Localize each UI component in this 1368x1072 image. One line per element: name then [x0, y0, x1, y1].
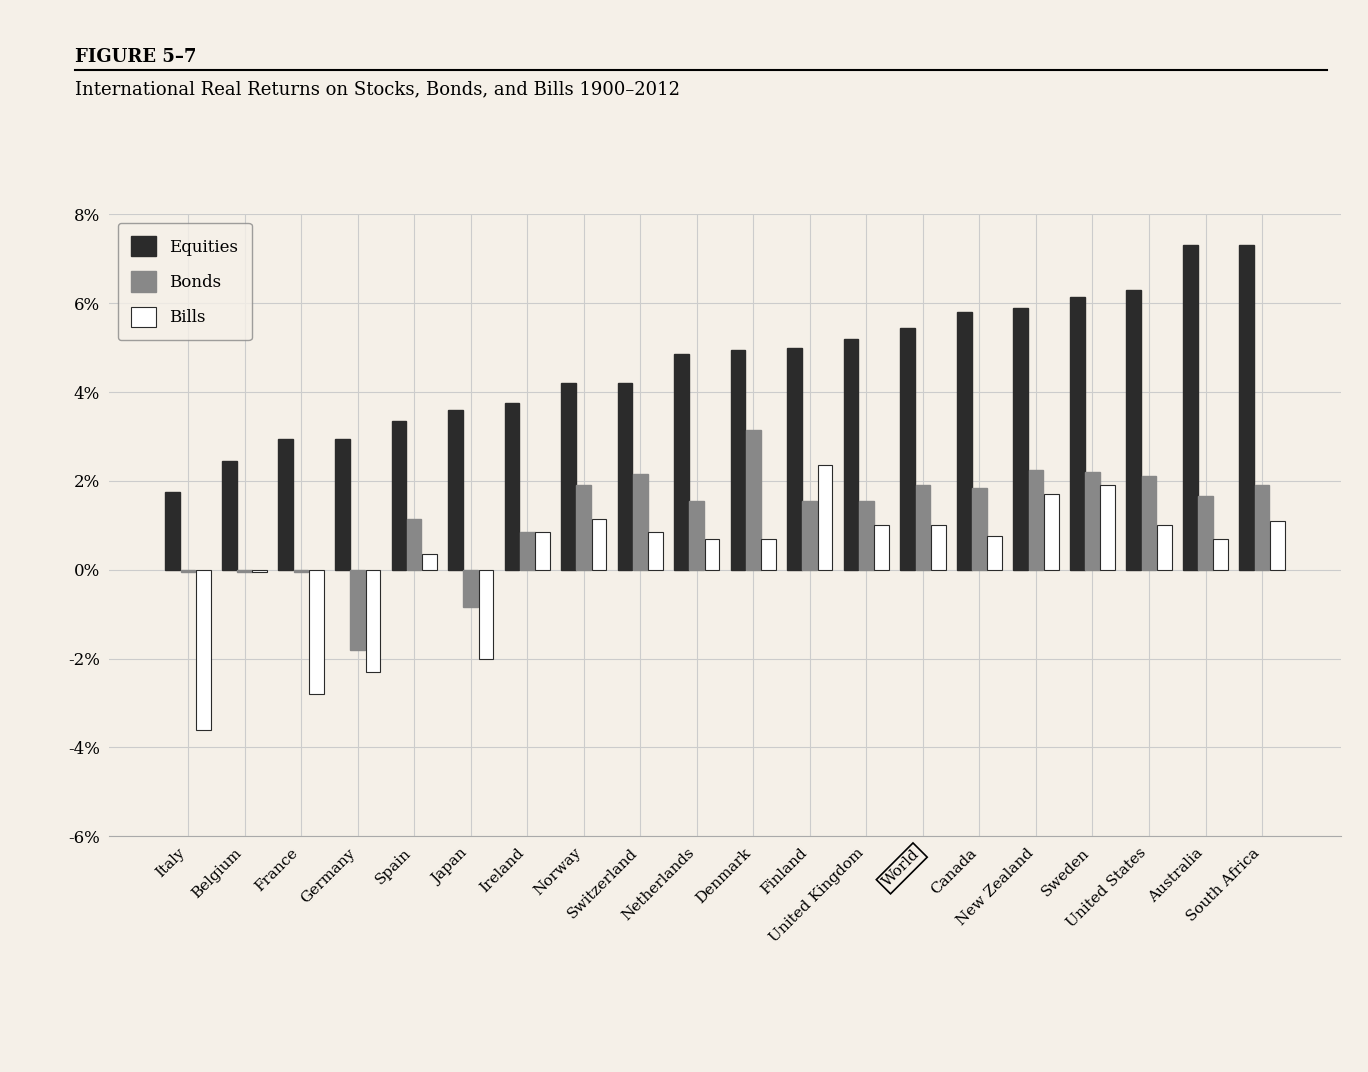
Bar — [505, 403, 520, 569]
Bar — [181, 569, 196, 572]
Bar — [1070, 297, 1085, 569]
Bar — [335, 438, 350, 569]
Bar — [535, 532, 550, 569]
Bar — [520, 532, 535, 569]
Bar — [561, 383, 576, 569]
Bar — [617, 383, 632, 569]
Bar — [689, 501, 705, 569]
Bar — [464, 569, 477, 608]
Bar — [844, 339, 859, 569]
Bar — [674, 355, 689, 569]
Bar — [350, 569, 365, 650]
Bar — [309, 569, 324, 694]
Bar — [648, 532, 663, 569]
Bar — [988, 536, 1001, 569]
Bar — [859, 501, 874, 569]
Bar — [196, 569, 211, 730]
Bar — [1029, 470, 1044, 569]
Bar — [874, 525, 889, 569]
Bar — [803, 501, 817, 569]
Bar — [423, 554, 436, 569]
Bar — [1142, 476, 1156, 569]
Bar — [253, 569, 267, 572]
Bar — [1254, 486, 1270, 569]
Bar — [1239, 245, 1254, 569]
Bar — [973, 488, 986, 569]
Bar — [1126, 289, 1141, 569]
Bar — [1157, 525, 1171, 569]
Bar — [915, 486, 930, 569]
Bar — [222, 461, 237, 569]
Legend: Equities, Bonds, Bills: Equities, Bonds, Bills — [118, 223, 252, 341]
Bar — [930, 525, 945, 569]
Bar — [166, 492, 181, 569]
Bar — [1085, 472, 1100, 569]
Bar — [731, 349, 746, 569]
Bar — [900, 328, 915, 569]
Bar — [479, 569, 494, 658]
Bar — [294, 569, 308, 572]
Bar — [365, 569, 380, 672]
Bar — [1183, 245, 1197, 569]
Bar — [746, 430, 761, 569]
Bar — [391, 421, 406, 569]
Bar — [633, 474, 647, 569]
Bar — [1270, 521, 1285, 569]
Bar — [576, 486, 591, 569]
Bar — [956, 312, 971, 569]
Bar — [1100, 486, 1115, 569]
Bar — [705, 538, 720, 569]
Text: FIGURE 5–7: FIGURE 5–7 — [75, 48, 197, 66]
Bar — [406, 519, 421, 569]
Bar — [787, 347, 802, 569]
Bar — [279, 438, 293, 569]
Text: World: World — [881, 847, 923, 890]
Bar — [1213, 538, 1228, 569]
Bar — [1198, 496, 1213, 569]
Text: International Real Returns on Stocks, Bonds, and Bills 1900–2012: International Real Returns on Stocks, Bo… — [75, 80, 680, 99]
Bar — [818, 465, 833, 569]
Bar — [449, 410, 462, 569]
Bar — [237, 569, 252, 572]
Bar — [1044, 494, 1059, 569]
Bar — [761, 538, 776, 569]
Bar — [1014, 308, 1027, 569]
Bar — [591, 519, 606, 569]
